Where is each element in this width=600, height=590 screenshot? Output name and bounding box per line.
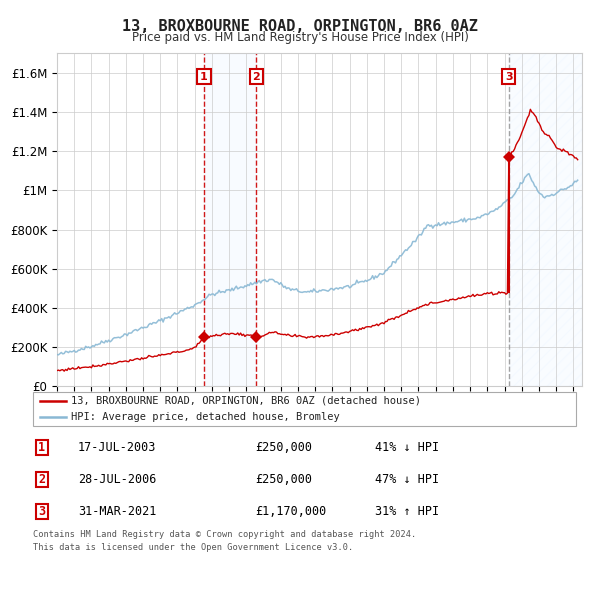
- Text: Price paid vs. HM Land Registry's House Price Index (HPI): Price paid vs. HM Land Registry's House …: [131, 31, 469, 44]
- Text: 2: 2: [252, 71, 260, 81]
- Text: Contains HM Land Registry data © Crown copyright and database right 2024.: Contains HM Land Registry data © Crown c…: [33, 530, 416, 539]
- Text: 13, BROXBOURNE ROAD, ORPINGTON, BR6 0AZ: 13, BROXBOURNE ROAD, ORPINGTON, BR6 0AZ: [122, 19, 478, 34]
- Text: 2: 2: [38, 473, 46, 486]
- Text: 31% ↑ HPI: 31% ↑ HPI: [375, 505, 439, 518]
- Text: 3: 3: [505, 71, 512, 81]
- Text: 31-MAR-2021: 31-MAR-2021: [78, 505, 157, 518]
- Text: 17-JUL-2003: 17-JUL-2003: [78, 441, 157, 454]
- Text: £250,000: £250,000: [255, 473, 312, 486]
- Bar: [509, 53, 582, 386]
- Text: 47% ↓ HPI: 47% ↓ HPI: [375, 473, 439, 486]
- Text: £250,000: £250,000: [255, 441, 312, 454]
- Text: £1,170,000: £1,170,000: [255, 505, 326, 518]
- Text: 41% ↓ HPI: 41% ↓ HPI: [375, 441, 439, 454]
- Text: HPI: Average price, detached house, Bromley: HPI: Average price, detached house, Brom…: [71, 412, 340, 422]
- Text: 1: 1: [38, 441, 46, 454]
- Text: 1: 1: [200, 71, 208, 81]
- Text: 28-JUL-2006: 28-JUL-2006: [78, 473, 157, 486]
- Text: 13, BROXBOURNE ROAD, ORPINGTON, BR6 0AZ (detached house): 13, BROXBOURNE ROAD, ORPINGTON, BR6 0AZ …: [71, 396, 421, 406]
- Text: This data is licensed under the Open Government Licence v3.0.: This data is licensed under the Open Gov…: [33, 543, 353, 552]
- Text: 3: 3: [38, 505, 46, 518]
- Bar: [204, 53, 256, 386]
